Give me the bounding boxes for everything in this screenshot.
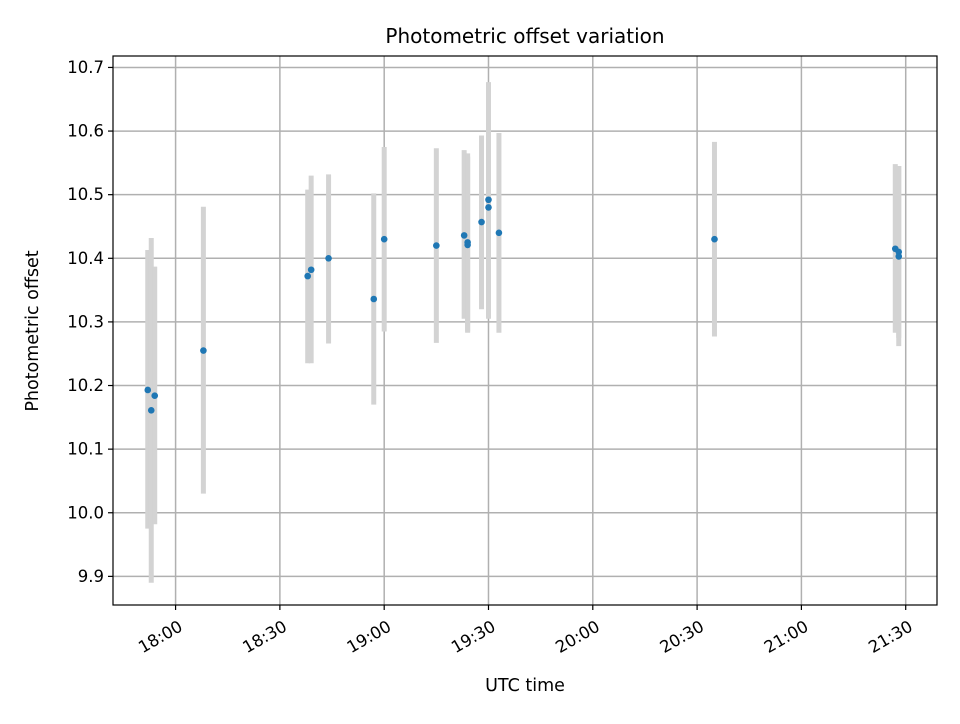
- data-point: [325, 254, 332, 262]
- y-tick-label: 10.3: [67, 312, 104, 331]
- data-point: [433, 242, 440, 249]
- chart-title: Photometric offset variation: [385, 24, 664, 48]
- x-tick-label: 21:00: [761, 617, 812, 657]
- x-tick-label: 18:00: [135, 617, 186, 657]
- data-point: [307, 266, 315, 274]
- x-tick-label: 20:30: [657, 617, 708, 657]
- grid-layer: [113, 56, 937, 605]
- data-point: [895, 253, 903, 260]
- data-point: [370, 295, 378, 303]
- y-tick-label: 10.4: [67, 249, 104, 268]
- errorbar-layer: [145, 82, 902, 583]
- data-point: [464, 241, 471, 249]
- y-axis-label: Photometric offset: [23, 250, 43, 411]
- tick-layer: 18:00 18:30 19:00 19:30 20:00 20:30 21:00 21:30…: [67, 58, 916, 657]
- data-point: [144, 386, 152, 394]
- point-layer: [144, 196, 903, 414]
- data-point: [147, 407, 155, 414]
- data-point: [304, 272, 312, 280]
- data-point: [485, 204, 492, 211]
- data-point: [460, 232, 468, 239]
- x-tick-label: 19:30: [448, 617, 499, 657]
- plot-frame: [112, 55, 938, 606]
- x-tick-label: 19:00: [344, 617, 395, 657]
- y-tick-label: 10.0: [67, 503, 104, 522]
- data-point: [151, 392, 159, 400]
- data-point: [478, 218, 485, 226]
- data-point: [485, 196, 492, 204]
- y-tick-label: 10.1: [67, 440, 104, 459]
- y-tick-label: 10.5: [67, 185, 104, 204]
- data-point: [200, 347, 207, 354]
- x-axis-label: UTC time: [485, 676, 565, 696]
- x-tick-label: 21:30: [865, 617, 916, 657]
- data-point: [495, 229, 503, 237]
- x-tick-label: 18:30: [239, 617, 290, 657]
- y-tick-label: 10.6: [67, 122, 104, 141]
- y-tick-label: 10.2: [67, 376, 104, 395]
- y-tick-label: 9.9: [78, 567, 104, 586]
- data-point: [380, 235, 388, 243]
- data-point: [711, 235, 718, 243]
- x-tick-label: 20:00: [552, 617, 603, 657]
- y-tick-label: 10.7: [67, 58, 104, 77]
